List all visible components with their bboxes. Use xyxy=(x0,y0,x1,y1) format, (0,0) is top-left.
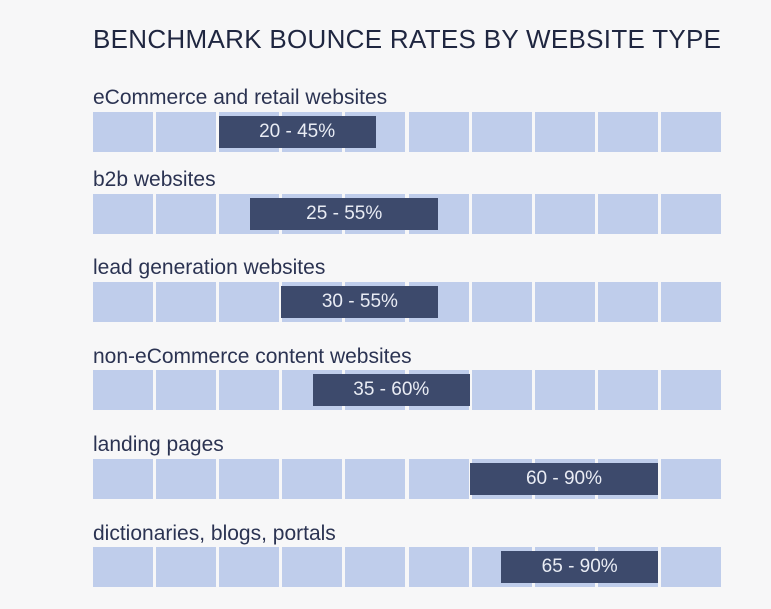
range-bar: 60 - 90% xyxy=(469,463,659,495)
grid-cell xyxy=(156,370,217,410)
grid-cell xyxy=(345,547,406,587)
grid-cell xyxy=(534,112,595,152)
row-label: dictionaries, blogs, portals xyxy=(93,522,336,545)
grid-cell xyxy=(93,459,154,499)
grid-cell xyxy=(660,194,721,234)
grid-cell xyxy=(408,547,469,587)
grid-cell xyxy=(471,282,532,322)
range-bar: 35 - 60% xyxy=(312,374,470,406)
grid-cell xyxy=(534,370,595,410)
grid-cell xyxy=(534,194,595,234)
grid-cell xyxy=(345,459,406,499)
grid-cell xyxy=(219,547,280,587)
grid-cell xyxy=(156,547,217,587)
grid-cell xyxy=(156,282,217,322)
grid-cell xyxy=(408,459,469,499)
range-bar: 25 - 55% xyxy=(250,198,439,230)
grid-cell xyxy=(219,459,280,499)
row-label: eCommerce and retail websites xyxy=(93,86,388,109)
row-label: b2b websites xyxy=(93,168,216,191)
grid-cell xyxy=(219,370,280,410)
grid-cell xyxy=(534,282,595,322)
chart-title: BENCHMARK BOUNCE RATES BY WEBSITE TYPE xyxy=(93,24,722,54)
row-label: lead generation websites xyxy=(93,256,326,279)
row-label: landing pages xyxy=(93,433,224,456)
grid-cell xyxy=(93,194,154,234)
grid-cell xyxy=(156,112,217,152)
grid-cell xyxy=(156,459,217,499)
grid-cell xyxy=(660,370,721,410)
grid-cell xyxy=(219,282,280,322)
range-bar: 30 - 55% xyxy=(281,286,439,318)
grid-cell xyxy=(282,459,343,499)
grid-cell xyxy=(93,282,154,322)
grid-cell xyxy=(597,194,658,234)
grid-cell xyxy=(282,547,343,587)
grid-cell xyxy=(660,282,721,322)
grid-cell xyxy=(93,370,154,410)
grid-cell xyxy=(471,370,532,410)
range-bar: 20 - 45% xyxy=(218,116,376,148)
grid-cell xyxy=(471,194,532,234)
grid-cell xyxy=(597,282,658,322)
grid-cell xyxy=(660,112,721,152)
grid-cell xyxy=(156,194,217,234)
grid-cell xyxy=(660,547,721,587)
grid-cell xyxy=(93,112,154,152)
grid-cell xyxy=(597,370,658,410)
grid-cell xyxy=(93,547,154,587)
range-bar: 65 - 90% xyxy=(501,551,659,583)
grid-cell xyxy=(660,459,721,499)
grid-cell xyxy=(471,112,532,152)
grid-cell xyxy=(408,112,469,152)
grid-cell xyxy=(597,112,658,152)
row-label: non-eCommerce content websites xyxy=(93,345,412,368)
